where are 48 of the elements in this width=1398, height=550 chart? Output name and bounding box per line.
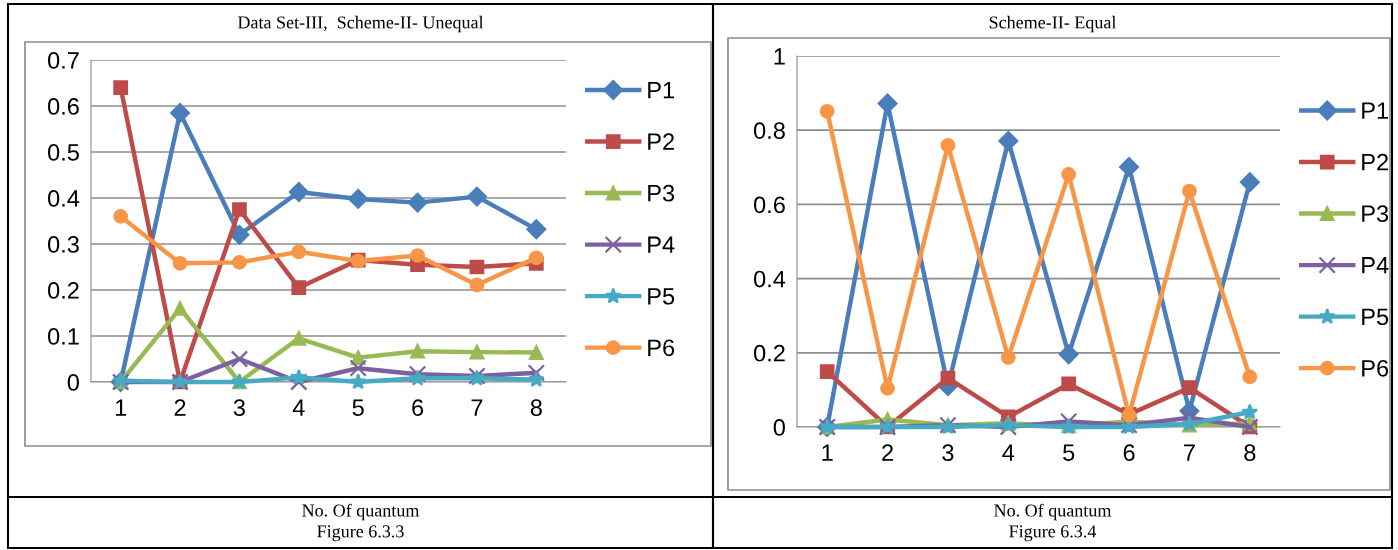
- y-tick-label: 0: [773, 419, 785, 436]
- y-tick-label: 0.1: [47, 328, 79, 345]
- y-tick-label: 0: [67, 374, 79, 391]
- x-tick-label: 8: [1244, 444, 1256, 462]
- x-tick-label: 1: [822, 444, 833, 461]
- y-tick-label: 0.6: [753, 196, 785, 214]
- x-tick-label: 6: [412, 399, 424, 417]
- legend-label: P5: [1362, 308, 1389, 326]
- legend-label: P3: [1362, 205, 1389, 223]
- y-tick-label: 0.4: [47, 190, 80, 207]
- chart-title: Scheme-II- Equal: [989, 15, 1117, 33]
- x-tick-label: 4: [1002, 444, 1015, 461]
- x-tick-label: 3: [233, 399, 245, 417]
- x-tick-label: 5: [352, 399, 364, 417]
- legend-label: P2: [648, 133, 674, 150]
- y-tick-label: 0.6: [47, 98, 79, 115]
- y-tick-label: 0.7: [47, 52, 79, 69]
- y-tick-label: 0.2: [47, 282, 79, 299]
- x-tick-label: 6: [1123, 444, 1135, 462]
- legend-label: P5: [648, 288, 675, 305]
- caption: Figure 6.3.3: [317, 525, 404, 542]
- chart-title: Data Set-III, Scheme-II- Unequal: [237, 15, 484, 33]
- legend-label: P4: [648, 236, 675, 253]
- y-tick-label: 0.8: [753, 122, 785, 139]
- legend-label: P2: [1362, 153, 1388, 171]
- y-tick-label: 0.2: [753, 344, 785, 362]
- caption: Figure 6.3.4: [1009, 525, 1097, 542]
- x-tick-label: 2: [174, 399, 186, 416]
- x-tick-label: 7: [1184, 444, 1195, 461]
- legend-label: P1: [648, 82, 675, 99]
- x-tick-label: 2: [882, 444, 893, 461]
- y-tick-label: 0.4: [753, 270, 786, 288]
- x-tick-label: 7: [471, 399, 483, 416]
- x-tick-label: 8: [530, 399, 542, 417]
- legend-label: P1: [1362, 102, 1389, 119]
- legend-label: P6: [648, 339, 675, 357]
- x-tick-label: 3: [942, 444, 954, 462]
- y-tick-label: 0.3: [47, 236, 79, 253]
- legend-label: P4: [1362, 257, 1389, 274]
- x-tick-label: 5: [1063, 444, 1075, 462]
- x-axis-title: No. Of quantum: [302, 503, 420, 521]
- y-tick-label: 0.5: [47, 144, 79, 161]
- x-axis-title: No. Of quantum: [994, 503, 1112, 521]
- x-tick-label: 4: [292, 399, 305, 416]
- legend-label: P3: [648, 184, 675, 202]
- y-tick-label: 1: [774, 48, 785, 65]
- x-tick-label: 1: [115, 399, 127, 416]
- legend-label: P6: [1362, 359, 1389, 377]
